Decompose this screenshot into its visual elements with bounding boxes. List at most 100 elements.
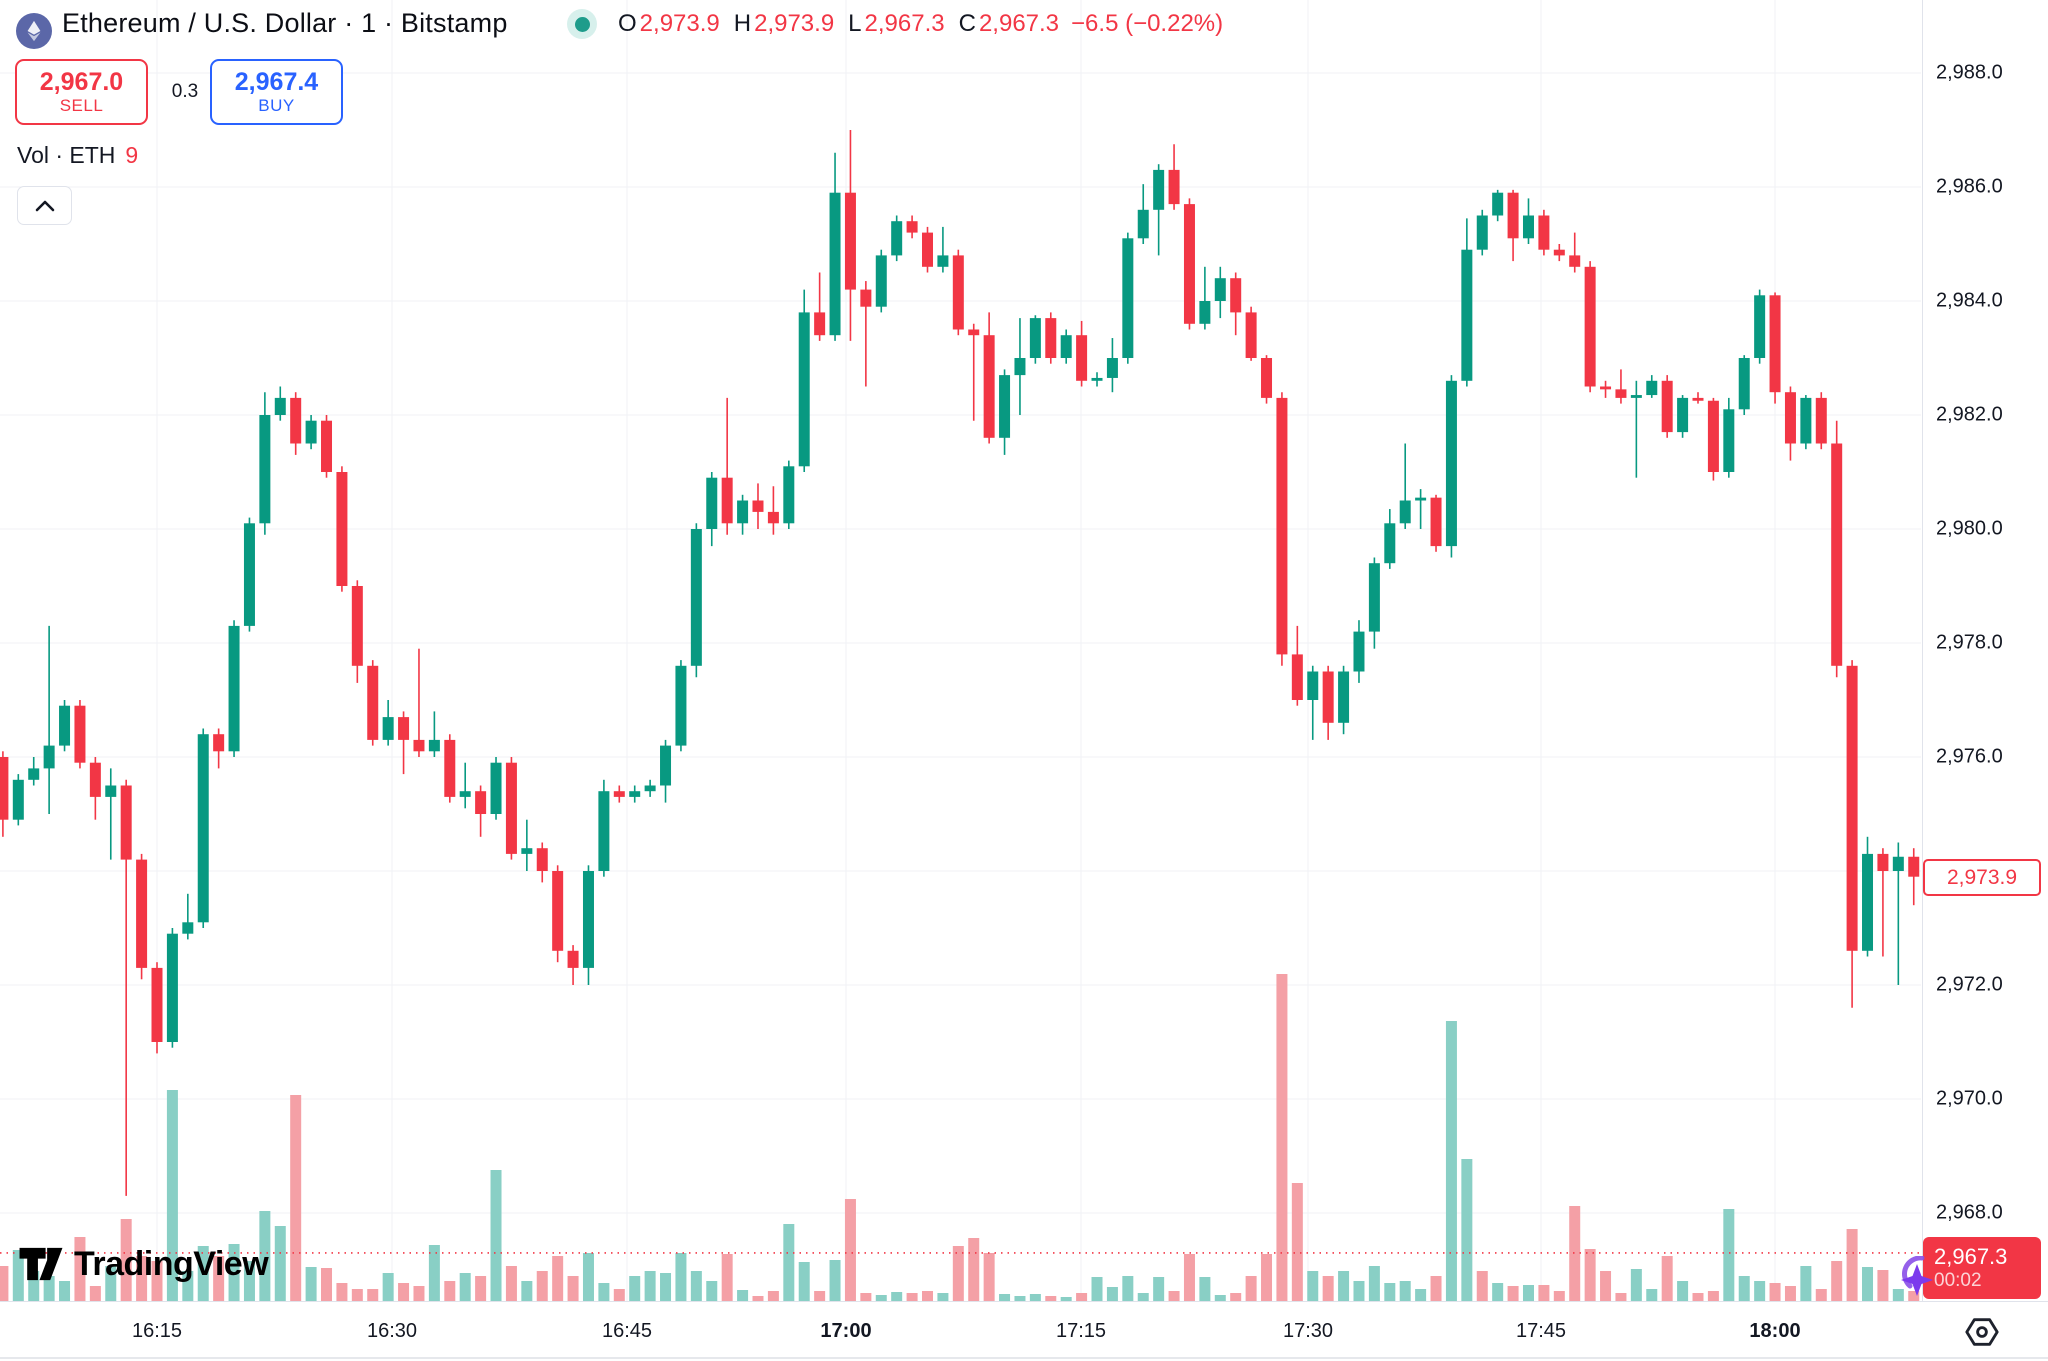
candle	[1122, 238, 1134, 358]
ethereum-logo-icon	[16, 13, 52, 49]
buy-button[interactable]: 2,967.4 BUY	[210, 59, 343, 125]
volume-bar	[336, 1283, 348, 1301]
collapse-legend-button[interactable]	[17, 186, 72, 225]
volume-bar	[1892, 1289, 1904, 1301]
candle	[321, 420, 333, 472]
tradingview-logo[interactable]: TradingView	[18, 1243, 269, 1285]
volume-bar	[505, 1266, 517, 1301]
candle	[1646, 380, 1658, 396]
volume-bar	[59, 1281, 71, 1301]
volume-bar	[875, 1295, 887, 1301]
volume-study-legend: Vol · ETH 9	[17, 142, 138, 169]
candle	[860, 289, 872, 307]
ohlc-open-value: 2,973.9	[639, 10, 720, 37]
chevron-up-icon	[35, 200, 54, 211]
last-close-price-label: 2,973.9	[1923, 859, 2041, 896]
candle	[783, 466, 795, 524]
volume-bar	[1214, 1295, 1226, 1301]
volume-bar	[798, 1262, 810, 1301]
volume-bar	[166, 1090, 178, 1301]
candle	[336, 472, 348, 586]
volume-bar	[567, 1276, 579, 1301]
price-tick-label: 2,970.0	[1936, 1087, 2003, 1110]
volume-bar	[351, 1289, 363, 1301]
volume-bar	[1584, 1249, 1596, 1301]
candle	[1784, 392, 1796, 444]
buy-price: 2,967.4	[234, 68, 319, 97]
volume-bar	[521, 1281, 533, 1301]
candle	[1199, 301, 1211, 324]
volume-bar	[937, 1293, 949, 1301]
candle	[1060, 335, 1072, 358]
ohlc-close-value: 2,967.3	[978, 10, 1060, 37]
volume-study-label[interactable]: Vol · ETH	[17, 142, 116, 168]
candle	[290, 397, 302, 444]
candle	[891, 221, 903, 256]
candle	[1707, 400, 1719, 472]
candle	[305, 420, 317, 444]
volume-bar	[1815, 1289, 1827, 1301]
candle	[59, 705, 71, 746]
symbol-title[interactable]: Ethereum / U.S. Dollar · 1 · Bitstamp	[62, 8, 508, 38]
volume-bar	[1137, 1293, 1149, 1301]
object-tree-hexagon-icon[interactable]	[1963, 1313, 2001, 1351]
volume-bar	[444, 1281, 456, 1301]
tradingview-mark-icon	[19, 1247, 63, 1281]
candle	[1106, 358, 1118, 378]
volume-bar	[12, 1250, 24, 1301]
volume-bar	[305, 1267, 317, 1301]
candle	[1461, 249, 1473, 381]
volume-bar	[1106, 1287, 1118, 1301]
candle	[1430, 497, 1442, 547]
candle	[999, 375, 1011, 438]
volume-bar	[1553, 1291, 1565, 1301]
volume-bar	[1661, 1256, 1673, 1301]
price-axis-separator	[1922, 0, 1923, 1301]
candle	[1091, 377, 1103, 381]
time-tick-label: 16:45	[601, 1320, 653, 1342]
candle	[952, 255, 964, 330]
candle	[382, 717, 394, 740]
candle	[228, 625, 240, 752]
price-tick-label: 2,968.0	[1936, 1201, 2003, 1224]
volume-bar	[1630, 1269, 1642, 1301]
volume-bar	[1492, 1283, 1504, 1301]
volume-bar	[1384, 1283, 1396, 1301]
volume-bar	[1276, 974, 1288, 1301]
candle	[983, 335, 995, 438]
candle	[444, 739, 456, 797]
volume-bar	[737, 1290, 749, 1301]
candle	[12, 779, 24, 820]
volume-bar	[1538, 1285, 1550, 1301]
sell-button[interactable]: 2,967.0 SELL	[15, 59, 148, 125]
candle	[1738, 358, 1750, 410]
candle	[398, 717, 410, 740]
candle	[660, 745, 672, 786]
bar-countdown-text: 00:02	[1934, 1269, 1982, 1291]
market-status-dot[interactable]	[574, 16, 590, 32]
volume-bar	[644, 1271, 656, 1301]
candle	[1322, 671, 1334, 723]
price-tick-label: 2,978.0	[1936, 631, 2003, 654]
volume-bar	[290, 1095, 302, 1301]
candle	[1168, 169, 1180, 205]
candle	[1353, 631, 1365, 672]
market-status-halo	[567, 9, 597, 39]
volume-bar	[105, 1266, 117, 1301]
price-tick-label: 2,980.0	[1936, 517, 2003, 540]
volume-bar	[1430, 1276, 1442, 1301]
volume-bar	[413, 1286, 425, 1301]
volume-bar	[1045, 1296, 1057, 1301]
candle	[259, 415, 271, 524]
ai-sparkle-icon[interactable]	[1896, 1256, 1938, 1298]
volume-bar	[490, 1170, 502, 1301]
price-tick-label: 2,988.0	[1936, 61, 2003, 84]
candle	[1368, 563, 1380, 632]
ohlc-low-value: 2,967.3	[864, 10, 945, 37]
candle	[844, 192, 856, 290]
candle	[1600, 386, 1612, 390]
candle	[1661, 380, 1673, 433]
volume-bar	[1029, 1294, 1041, 1301]
volume-bar	[1877, 1270, 1889, 1301]
